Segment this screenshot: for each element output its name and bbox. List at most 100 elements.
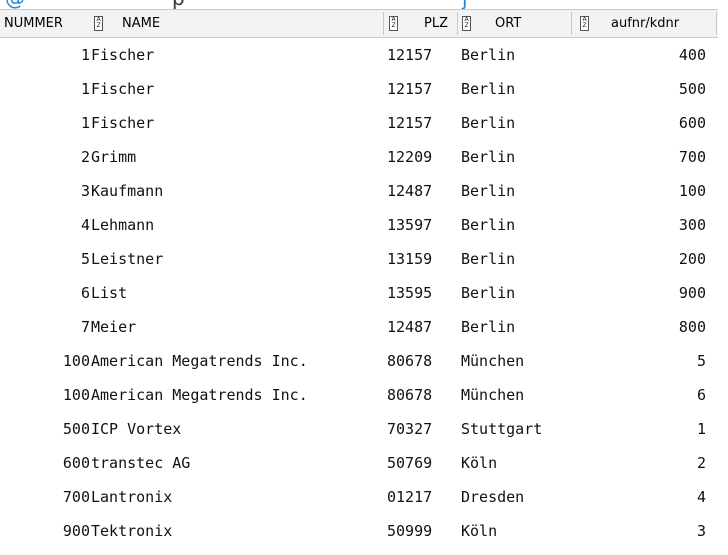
cell-ort[interactable]: Dresden — [461, 488, 525, 506]
cell-plz[interactable]: 12157 — [387, 46, 433, 64]
table-row[interactable]: 600 transtec AG 50769 Köln 2 — [0, 446, 718, 480]
cell-nummer[interactable]: 100 — [62, 386, 90, 404]
column-divider[interactable] — [571, 12, 572, 35]
table-row[interactable]: 900 Tektronix 50999 Köln 3 — [0, 514, 718, 548]
cell-plz[interactable]: 12157 — [387, 114, 433, 132]
cell-plz[interactable]: 13595 — [387, 284, 433, 302]
table-row[interactable]: 7 Meier 12487 Berlin 800 — [0, 310, 718, 344]
cell-name[interactable]: Kaufmann — [91, 182, 164, 200]
cell-name[interactable]: transtec AG — [91, 454, 191, 472]
cell-nummer[interactable]: 2 — [80, 148, 90, 166]
cell-aufnr-kdnr[interactable]: 600 — [678, 114, 706, 132]
table-row[interactable]: 1 Fischer 12157 Berlin 400 — [0, 38, 718, 72]
cell-nummer[interactable]: 6 — [80, 284, 90, 302]
column-header-plz[interactable]: PLZ — [424, 16, 448, 31]
cell-name[interactable]: Leistner — [91, 250, 164, 268]
column-header-ort[interactable]: ORT — [495, 16, 522, 31]
column-header-nummer[interactable]: NUMMER — [4, 16, 63, 31]
column-divider[interactable] — [716, 12, 717, 35]
cell-ort[interactable]: Berlin — [461, 182, 516, 200]
cell-ort[interactable]: Köln — [461, 454, 498, 472]
table-row[interactable]: 700 Lantronix 01217 Dresden 4 — [0, 480, 718, 514]
table-row[interactable]: 3 Kaufmann 12487 Berlin 100 — [0, 174, 718, 208]
cell-plz[interactable]: 13159 — [387, 250, 433, 268]
table-row[interactable]: 5 Leistner 13159 Berlin 200 — [0, 242, 718, 276]
cell-name[interactable]: American Megatrends Inc. — [91, 386, 308, 404]
cell-aufnr-kdnr[interactable]: 700 — [678, 148, 706, 166]
column-header-aufnr-kdnr[interactable]: aufnr/kdnr — [611, 16, 680, 31]
cell-aufnr-kdnr[interactable]: 2 — [696, 454, 706, 472]
cell-aufnr-kdnr[interactable]: 500 — [678, 80, 706, 98]
cell-plz[interactable]: 80678 — [387, 352, 433, 370]
cell-nummer[interactable]: 500 — [62, 420, 90, 438]
table-row[interactable]: 4 Lehmann 13597 Berlin 300 — [0, 208, 718, 242]
cell-name[interactable]: Fischer — [91, 114, 155, 132]
cell-ort[interactable]: Berlin — [461, 250, 516, 268]
cell-name[interactable]: American Megatrends Inc. — [91, 352, 308, 370]
cell-nummer[interactable]: 3 — [80, 182, 90, 200]
cell-ort[interactable]: München — [461, 352, 525, 370]
column-divider[interactable] — [383, 12, 384, 35]
cell-plz[interactable]: 70327 — [387, 420, 433, 438]
cell-plz[interactable]: 12157 — [387, 80, 433, 98]
cell-nummer[interactable]: 4 — [80, 216, 90, 234]
cell-name[interactable]: List — [91, 284, 128, 302]
cell-ort[interactable]: Berlin — [461, 284, 516, 302]
cell-plz[interactable]: 12487 — [387, 182, 433, 200]
cell-aufnr-kdnr[interactable]: 5 — [696, 352, 706, 370]
cell-nummer[interactable]: 700 — [62, 488, 90, 506]
cell-name[interactable]: Fischer — [91, 46, 155, 64]
cell-name[interactable]: Fischer — [91, 80, 155, 98]
cell-nummer[interactable]: 1 — [80, 80, 90, 98]
cell-nummer[interactable]: 900 — [62, 522, 90, 540]
cell-ort[interactable]: Berlin — [461, 46, 516, 64]
table-row[interactable]: 2 Grimm 12209 Berlin 700 — [0, 140, 718, 174]
cell-ort[interactable]: München — [461, 386, 525, 404]
cell-nummer[interactable]: 100 — [62, 352, 90, 370]
cell-name[interactable]: Tektronix — [91, 522, 173, 540]
cell-aufnr-kdnr[interactable]: 800 — [678, 318, 706, 336]
cell-ort[interactable]: Berlin — [461, 148, 516, 166]
cell-name[interactable]: ICP Vortex — [91, 420, 182, 438]
cell-plz[interactable]: 12487 — [387, 318, 433, 336]
cell-plz[interactable]: 50999 — [387, 522, 433, 540]
cell-aufnr-kdnr[interactable]: 6 — [696, 386, 706, 404]
cell-plz[interactable]: 01217 — [387, 488, 433, 506]
cell-aufnr-kdnr[interactable]: 200 — [678, 250, 706, 268]
cell-aufnr-kdnr[interactable]: 4 — [696, 488, 706, 506]
table-row[interactable]: 100 American Megatrends Inc. 80678 Münch… — [0, 378, 718, 412]
column-divider[interactable] — [457, 12, 458, 35]
cell-plz[interactable]: 80678 — [387, 386, 433, 404]
cell-nummer[interactable]: 600 — [62, 454, 90, 472]
table-row[interactable]: 500 ICP Vortex 70327 Stuttgart 1 — [0, 412, 718, 446]
cell-aufnr-kdnr[interactable]: 300 — [678, 216, 706, 234]
cell-name[interactable]: Lantronix — [91, 488, 173, 506]
column-header-name[interactable]: NAME — [122, 16, 161, 31]
cell-nummer[interactable]: 1 — [80, 46, 90, 64]
table-row[interactable]: 1 Fischer 12157 Berlin 500 — [0, 72, 718, 106]
cell-name[interactable]: Lehmann — [91, 216, 155, 234]
cell-ort[interactable]: Köln — [461, 522, 498, 540]
cell-plz[interactable]: 13597 — [387, 216, 433, 234]
table-row[interactable]: 6 List 13595 Berlin 900 — [0, 276, 718, 310]
cell-ort[interactable]: Stuttgart — [461, 420, 543, 438]
cell-aufnr-kdnr[interactable]: 100 — [678, 182, 706, 200]
cell-ort[interactable]: Berlin — [461, 216, 516, 234]
cell-aufnr-kdnr[interactable]: 1 — [696, 420, 706, 438]
cell-plz[interactable]: 12209 — [387, 148, 433, 166]
table-row[interactable]: 100 American Megatrends Inc. 80678 Münch… — [0, 344, 718, 378]
cell-plz[interactable]: 50769 — [387, 454, 433, 472]
cell-nummer[interactable]: 5 — [80, 250, 90, 268]
cell-ort[interactable]: Berlin — [461, 80, 516, 98]
cell-nummer[interactable]: 7 — [80, 318, 90, 336]
cell-nummer[interactable]: 1 — [80, 114, 90, 132]
cell-aufnr-kdnr[interactable]: 400 — [678, 46, 706, 64]
cell-ort[interactable]: Berlin — [461, 318, 516, 336]
cell-aufnr-kdnr[interactable]: 900 — [678, 284, 706, 302]
cell-name[interactable]: Meier — [91, 318, 137, 336]
cell-name[interactable]: Grimm — [91, 148, 137, 166]
